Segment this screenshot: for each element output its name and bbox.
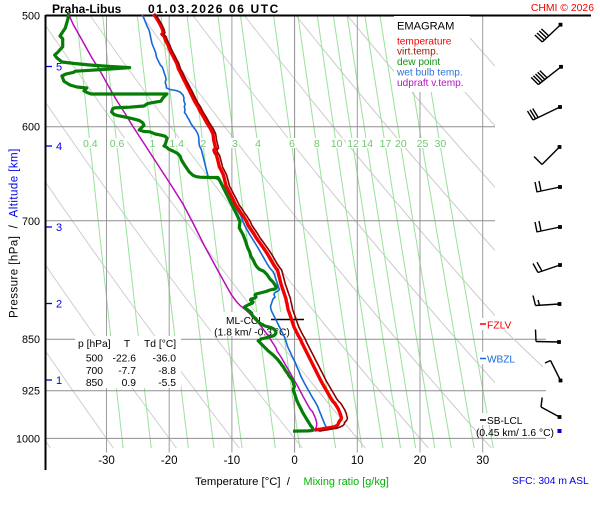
svg-text:12: 12 [347,138,359,150]
svg-text:-8.8: -8.8 [158,366,176,377]
svg-text:3: 3 [56,222,62,234]
svg-text:2: 2 [56,299,62,311]
svg-text:Td [°C]: Td [°C] [144,339,176,350]
svg-text:0.6: 0.6 [110,138,125,150]
svg-text:30: 30 [476,455,489,467]
svg-text:-20: -20 [161,455,178,467]
svg-text:500: 500 [86,354,103,365]
svg-text:700: 700 [22,216,40,228]
svg-text:1000: 1000 [16,433,40,445]
svg-text:850: 850 [22,334,40,346]
svg-text:1: 1 [149,138,155,150]
svg-text:0.4: 0.4 [83,138,98,150]
svg-text:virt.temp.: virt.temp. [397,47,439,58]
svg-text:udpraft v.temp.: udpraft v.temp. [397,78,464,89]
svg-text:-10: -10 [224,455,241,467]
svg-text:(0.45 km/ 1.6 °C): (0.45 km/ 1.6 °C) [476,428,554,439]
svg-text:FZLV: FZLV [487,321,512,332]
svg-text:0: 0 [291,455,297,467]
svg-text:wet bulb temp.: wet bulb temp. [396,68,463,79]
svg-text:CHMI © 2026: CHMI © 2026 [531,3,594,14]
svg-text:Praha-Libus: Praha-Libus [52,2,122,16]
svg-text:925: 925 [22,386,40,398]
svg-text:-36.0: -36.0 [153,354,177,365]
svg-text:(1.8 km/ -0.3 °C): (1.8 km/ -0.3 °C) [214,328,290,339]
svg-text:-5.5: -5.5 [158,378,176,389]
svg-text:20: 20 [395,138,407,150]
svg-text:0.9: 0.9 [122,378,137,389]
svg-text:1: 1 [56,375,62,387]
svg-text:500: 500 [22,11,40,23]
svg-text:17: 17 [380,138,392,150]
svg-text:EMAGRAM: EMAGRAM [397,21,454,33]
svg-text:14: 14 [361,138,373,150]
svg-text:3: 3 [232,138,238,150]
svg-text:30: 30 [435,138,447,150]
svg-text:Mixing ratio [g/kg]: Mixing ratio [g/kg] [304,476,389,488]
svg-text:700: 700 [86,366,103,377]
svg-text:850: 850 [86,378,103,389]
svg-text:10: 10 [351,455,364,467]
svg-text:dew point: dew point [397,57,440,68]
svg-text:ML-CCL: ML-CCL [226,316,264,327]
svg-text:600: 600 [22,121,40,133]
svg-text:4: 4 [255,138,261,150]
svg-text:-30: -30 [98,455,115,467]
svg-text:SB-LCL: SB-LCL [487,416,523,427]
svg-text:2: 2 [200,138,206,150]
svg-text:-7.7: -7.7 [118,366,136,377]
svg-text:25: 25 [417,138,429,150]
svg-text:temperature: temperature [397,36,452,47]
svg-text:p [hPa]: p [hPa] [78,339,111,350]
svg-text:8: 8 [314,138,320,150]
svg-text:1.4: 1.4 [169,138,184,150]
svg-text:-22.6: -22.6 [113,354,137,365]
svg-text:WBZL: WBZL [487,355,515,366]
svg-text:20: 20 [414,455,427,467]
svg-text:4: 4 [56,141,62,153]
svg-text:01.03.2026 06 UTC: 01.03.2026 06 UTC [148,2,280,16]
svg-text:SFC: 304 m ASL: SFC: 304 m ASL [512,476,589,487]
svg-text:5: 5 [56,62,62,74]
svg-text:Pressure [hPa] / Altitude [k: Pressure [hPa] / Altitude [km] [9,148,21,318]
svg-text:T: T [124,339,131,350]
svg-text:10: 10 [331,138,343,150]
svg-text:Temperature [°C] /: Temperature [°C] / [195,476,291,488]
svg-text:6: 6 [289,138,295,150]
